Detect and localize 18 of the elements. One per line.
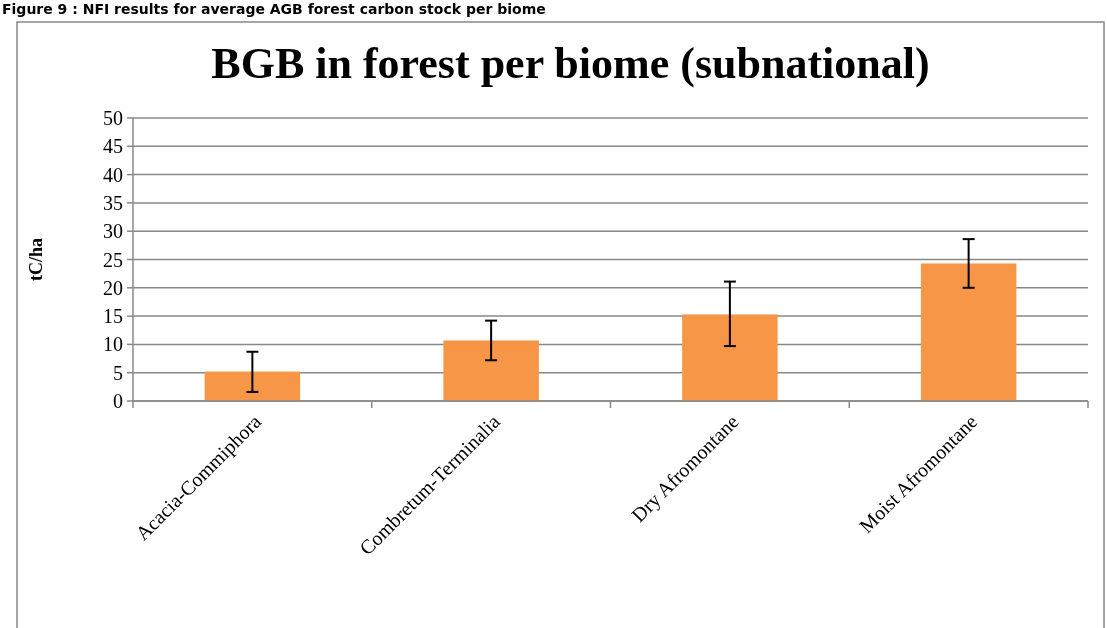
y-tick-label: 45: [103, 135, 123, 158]
y-tick-label: 50: [103, 107, 123, 129]
y-axis-title: tC/ha: [26, 237, 46, 282]
bar: [443, 340, 539, 401]
bar: [682, 314, 778, 401]
y-tick-label: 25: [103, 248, 123, 271]
y-tick-label: 40: [103, 163, 123, 186]
y-tick-label: 0: [113, 390, 123, 412]
y-tick-label: 30: [103, 220, 123, 243]
chart-title: BGB in forest per biome (subnational): [211, 39, 930, 88]
y-tick-label: 10: [103, 333, 123, 356]
y-tick-label: 5: [113, 361, 123, 384]
y-tick-label: 35: [103, 191, 123, 214]
bar: [204, 371, 301, 401]
y-tick-label: 20: [103, 276, 123, 299]
bar: [920, 263, 1017, 401]
y-tick-label: 15: [103, 305, 123, 328]
caption: Figure 9 : NFI results for average AGB forest carbon stock per biome: [2, 1, 546, 17]
